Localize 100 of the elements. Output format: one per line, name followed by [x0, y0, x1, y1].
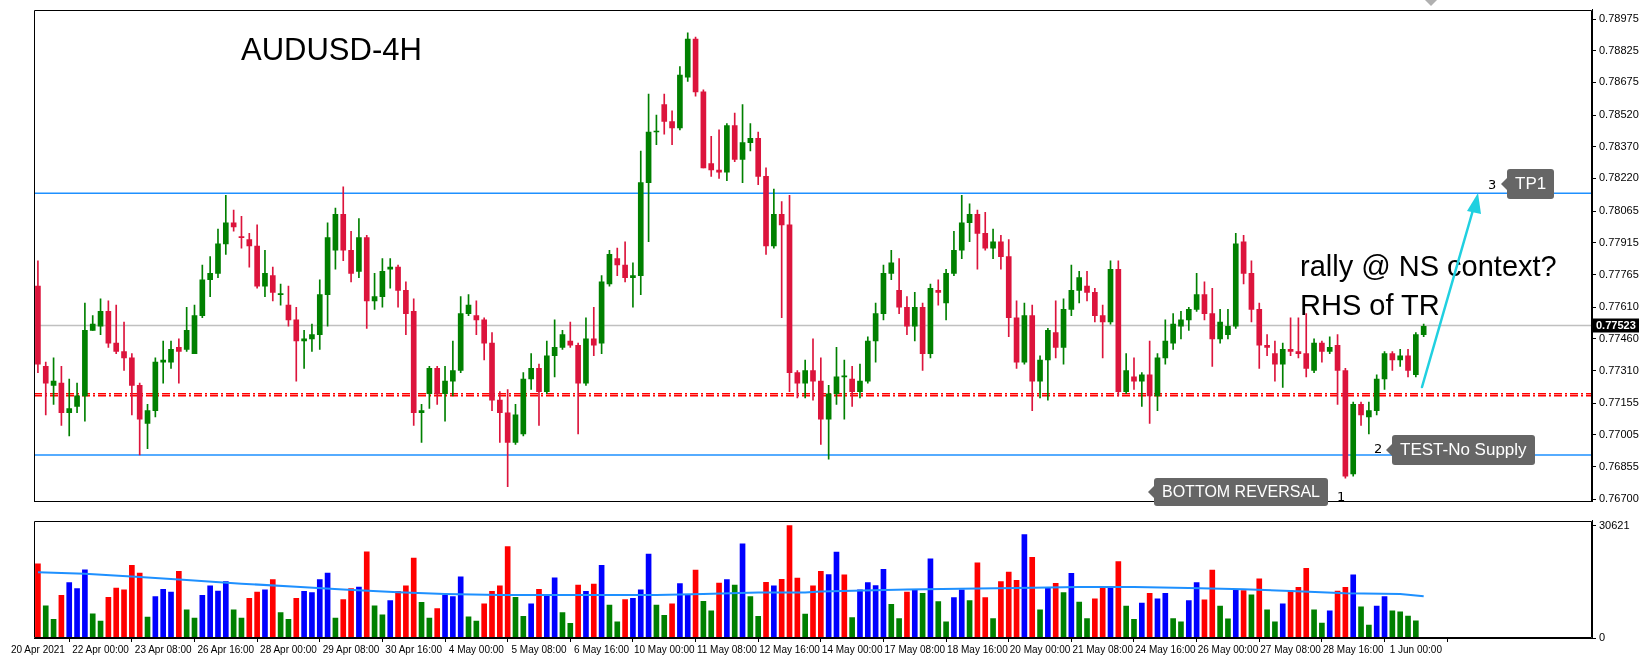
- candlestick: [810, 338, 816, 401]
- bar: [1076, 601, 1083, 638]
- bar: [575, 584, 581, 638]
- bar: [121, 589, 127, 638]
- bar: [724, 579, 730, 638]
- annotation: 1: [1337, 489, 1346, 504]
- bar: [410, 557, 417, 638]
- bar: [888, 603, 895, 638]
- bar: [316, 579, 323, 638]
- bar: [958, 589, 965, 638]
- bar: [677, 583, 683, 638]
- candlestick: [113, 304, 120, 354]
- bar: [42, 605, 49, 638]
- candlestick: [990, 228, 996, 259]
- bar: [269, 579, 276, 638]
- bar: [669, 603, 675, 638]
- bar: [1123, 605, 1129, 638]
- bar: [293, 598, 300, 638]
- y-tick-label: 30621: [1599, 518, 1630, 531]
- bar: [1225, 618, 1231, 638]
- x-tick-label: 28 May 16:00: [1322, 643, 1384, 655]
- bar: [982, 597, 989, 638]
- x-tick-label: 11 May 08:00: [696, 643, 758, 655]
- bar: [583, 591, 589, 638]
- bar: [497, 585, 503, 638]
- bar: [136, 572, 143, 638]
- bar: [1358, 606, 1364, 638]
- bar: [129, 565, 135, 638]
- annotation: 3: [1488, 177, 1497, 192]
- bar: [1279, 603, 1286, 638]
- bar: [1397, 611, 1404, 638]
- y-tick-label: 0.78675: [1599, 75, 1639, 88]
- bar: [630, 598, 636, 638]
- candlestick: [708, 135, 715, 177]
- y-tick-label: 0.78975: [1599, 12, 1639, 25]
- bar: [1311, 609, 1317, 638]
- bar: [731, 584, 738, 638]
- candlestick: [567, 321, 574, 348]
- candlestick: [176, 338, 182, 384]
- bar: [74, 588, 80, 638]
- x-tick-label: 26 Apr 16:00: [197, 643, 255, 655]
- bar: [395, 591, 401, 638]
- bar: [567, 623, 574, 638]
- bar: [1373, 605, 1380, 638]
- candlestick: [66, 378, 73, 437]
- bar: [457, 576, 464, 638]
- bar: [763, 581, 769, 638]
- bar: [810, 585, 816, 638]
- bar: [1170, 618, 1176, 638]
- x-tick-label: 21 May 08:00: [1072, 643, 1134, 655]
- bar: [363, 551, 370, 638]
- bar: [481, 603, 488, 638]
- x-tick-label: 17 May 08:00: [884, 643, 946, 655]
- y-tick-label: 0.78370: [1599, 139, 1639, 152]
- x-tick-label: 22 Apr 00:00: [72, 643, 130, 655]
- y-tick-label: 0.76700: [1599, 492, 1639, 505]
- x-tick-label: 28 Apr 00:00: [260, 643, 318, 655]
- bar: [778, 578, 785, 638]
- candlestick: [121, 321, 127, 371]
- annotation: BOTTOM REVERSAL: [1154, 478, 1328, 506]
- annotation: TP1: [1507, 169, 1555, 199]
- bar: [661, 614, 668, 638]
- bar: [520, 616, 527, 638]
- bar: [802, 613, 808, 638]
- candlestick: [1326, 336, 1333, 354]
- bar: [708, 610, 715, 638]
- bar: [998, 581, 1004, 638]
- bar: [755, 616, 762, 638]
- x-tick-label: 6 May 16:00: [574, 643, 630, 655]
- bar: [1209, 569, 1216, 638]
- bar: [215, 590, 221, 638]
- x-tick-label: 29 Apr 08:00: [322, 643, 380, 655]
- bar: [637, 589, 644, 638]
- bar: [818, 570, 824, 638]
- bar: [387, 600, 394, 638]
- bar: [1405, 615, 1411, 638]
- bar: [160, 588, 167, 638]
- bar: [1084, 618, 1090, 638]
- y-tick-label: 0.77460: [1599, 331, 1639, 344]
- bar: [841, 574, 848, 638]
- y-tick-label: 0.77915: [1599, 235, 1639, 248]
- x-tick-label: 30 Apr 16:00: [385, 643, 443, 655]
- bar: [1303, 567, 1310, 638]
- bar: [622, 599, 628, 638]
- bar: [1099, 586, 1106, 638]
- x-tick-label: 5 May 08:00: [511, 643, 567, 655]
- annotation: 2: [1374, 441, 1383, 456]
- bar: [222, 581, 229, 638]
- bar: [911, 589, 918, 638]
- bar: [246, 598, 253, 638]
- candlestick: [497, 391, 503, 443]
- bar: [348, 588, 354, 638]
- bar: [176, 570, 182, 638]
- candlestick: [246, 233, 253, 268]
- x-tick-label: 10 May 00:00: [633, 643, 695, 655]
- x-tick-label: 4 May 00:00: [448, 643, 505, 655]
- y-tick-label: 0.77310: [1599, 363, 1639, 376]
- bar: [113, 587, 120, 638]
- candlestick: [1138, 372, 1145, 407]
- candlestick: [1264, 334, 1270, 357]
